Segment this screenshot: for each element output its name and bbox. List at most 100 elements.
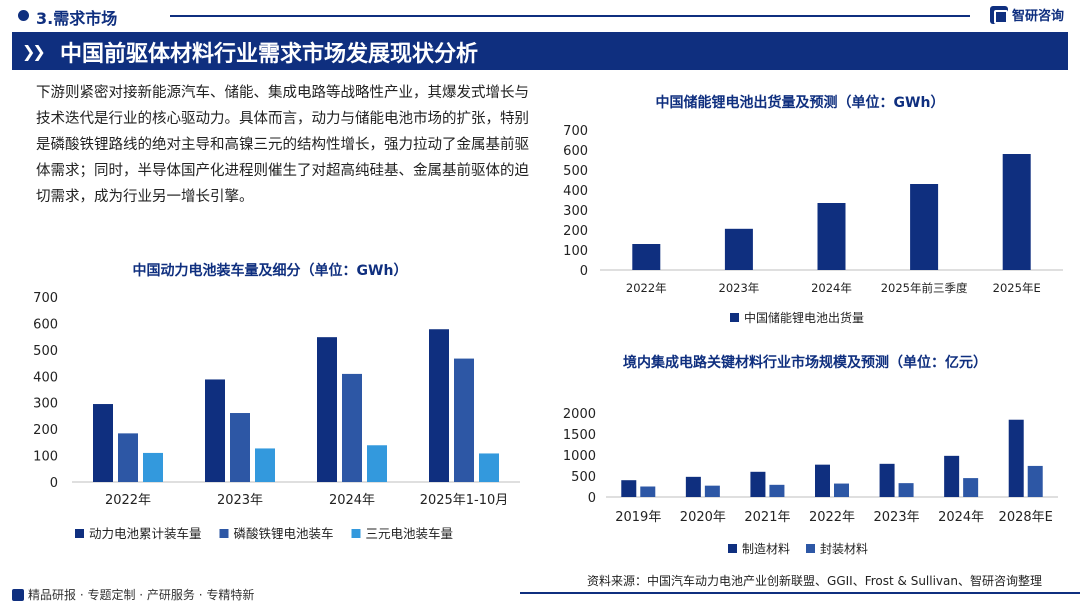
y-tick-label: 0	[588, 491, 596, 506]
logo-icon	[12, 588, 24, 601]
bar	[93, 404, 113, 482]
bar	[769, 484, 785, 497]
bar	[317, 337, 337, 482]
y-tick-label: 300	[33, 397, 58, 412]
x-tick-label: 2022年	[626, 281, 667, 295]
storage-chart: 0 100 200 300 400 500 600 700 2022年 2023年 2024年 202…	[563, 124, 1063, 325]
power-chart-title: 中国动力电池装车量及细分（单位：GWh）	[132, 263, 408, 279]
source-note: 资料来源：中国汽车动力电池产业创新联盟、GGII、Frost & Sulliva…	[587, 574, 1042, 588]
y-tick-label: 700	[563, 124, 588, 139]
y-tick-label: 500	[33, 344, 58, 359]
y-tick-label: 600	[33, 317, 58, 332]
legend-label: 封装材料	[820, 542, 868, 556]
bar	[429, 329, 449, 482]
legend-swatch	[806, 544, 815, 553]
y-tick-label: 0	[50, 476, 58, 491]
bar	[454, 358, 474, 482]
x-tick-label: 2024年	[811, 281, 852, 295]
x-tick-label: 2025年E	[993, 281, 1041, 295]
ic-chart-title: 境内集成电路关键材料行业市场规模及预测（单位：亿元）	[623, 355, 987, 371]
intro-text: 下游则紧密对接新能源汽车、储能、集成电路等战略性产业，其爆发式增长与技术迭代是行…	[36, 85, 529, 205]
y-tick-label: 200	[33, 423, 58, 438]
y-tick-label: 100	[563, 244, 588, 259]
x-tick-label: 2019年	[615, 510, 661, 525]
y-tick-label: 100	[33, 450, 58, 465]
legend-label: 制造材料	[742, 542, 790, 556]
power-chart: 0 100 200 300 400 500 600 700 2022年 2023年 2024年 202…	[33, 291, 520, 541]
bar	[632, 244, 661, 270]
bar	[1008, 419, 1024, 497]
legend-label: 动力电池累计装车量	[89, 526, 202, 541]
x-tick-label: 2020年	[680, 510, 726, 525]
bar	[724, 228, 753, 270]
logo-icon	[989, 5, 1008, 24]
bar	[685, 476, 701, 497]
bar	[910, 184, 939, 270]
bar	[815, 464, 830, 497]
bar	[879, 463, 895, 497]
x-tick-label: 2023年	[719, 281, 760, 295]
bar	[944, 455, 960, 497]
title-banner: ❯❯ 中国前驱体材料行业需求市场发展现状分析	[12, 32, 1068, 70]
section-label: 3.需求市场	[36, 9, 118, 28]
x-tick-label: 2023年	[217, 493, 263, 508]
bar	[750, 471, 766, 497]
bar	[367, 445, 387, 482]
chevron-right-icon: ❯❯	[22, 42, 46, 61]
legend-label: 中国储能锂电池出货量	[744, 310, 864, 325]
bar	[834, 483, 849, 497]
legend-swatch	[351, 529, 361, 538]
y-tick-label: 1000	[563, 449, 596, 464]
x-tick-label: 2022年	[809, 510, 855, 525]
bar	[118, 433, 138, 482]
x-tick-label: 2024年	[938, 510, 984, 525]
y-tick-label: 400	[33, 370, 58, 385]
bar	[898, 483, 914, 497]
y-tick-label: 500	[563, 164, 588, 179]
bar	[479, 453, 499, 482]
y-tick-label: 300	[563, 204, 588, 219]
legend-swatch	[730, 313, 739, 322]
section-dot	[18, 10, 29, 21]
y-tick-label: 200	[563, 224, 588, 239]
x-tick-label: 2021年	[744, 510, 790, 525]
y-tick-label: 700	[33, 291, 58, 306]
footer-services: 精品研报 · 专题定制 · 产研服务 · 专精特新	[12, 586, 254, 603]
footer-services-text: 精品研报 · 专题定制 · 产研服务 · 专精特新	[28, 588, 255, 602]
bar	[205, 379, 225, 482]
bar	[342, 373, 362, 482]
y-tick-label: 1500	[563, 428, 596, 443]
y-tick-label: 400	[563, 184, 588, 199]
y-tick-label: 0	[580, 264, 588, 279]
bar	[143, 452, 163, 482]
header-rule	[170, 15, 970, 17]
page-title: 中国前驱体材料行业需求市场发展现状分析	[60, 42, 479, 67]
x-tick-label: 2024年	[329, 493, 375, 508]
legend-label: 三元电池装车量	[366, 526, 454, 541]
x-tick-label: 2022年	[105, 493, 151, 508]
bar	[704, 485, 720, 497]
bar	[230, 413, 250, 482]
storage-chart-title: 中国储能锂电池出货量及预测（单位：GWh）	[655, 95, 945, 111]
brand-logo: 智研咨询	[989, 5, 1064, 24]
bar	[621, 480, 637, 497]
x-tick-label: 2025年前三季度	[881, 281, 968, 295]
bar	[1027, 465, 1043, 497]
bar	[640, 486, 656, 497]
bar	[817, 203, 846, 270]
x-tick-label: 2025年1-10月	[420, 493, 509, 508]
y-tick-label: 500	[571, 470, 596, 485]
bar	[1002, 154, 1031, 270]
x-tick-label: 2028年E	[999, 510, 1053, 525]
footer-rule	[520, 592, 1080, 594]
header: 3.需求市场 智研咨询	[0, 0, 1080, 32]
legend-swatch	[75, 529, 84, 538]
legend-label: 磷酸铁锂电池装车	[234, 526, 334, 541]
y-tick-label: 600	[563, 144, 588, 159]
legend-swatch	[219, 529, 229, 538]
x-tick-label: 2023年	[874, 510, 920, 525]
bar	[255, 448, 275, 482]
legend-swatch	[728, 544, 737, 553]
ic-chart: 0 500 1000 1500 2000 2019年 2020年 2021年 2022年 2023…	[563, 407, 1058, 556]
bar	[963, 478, 979, 497]
